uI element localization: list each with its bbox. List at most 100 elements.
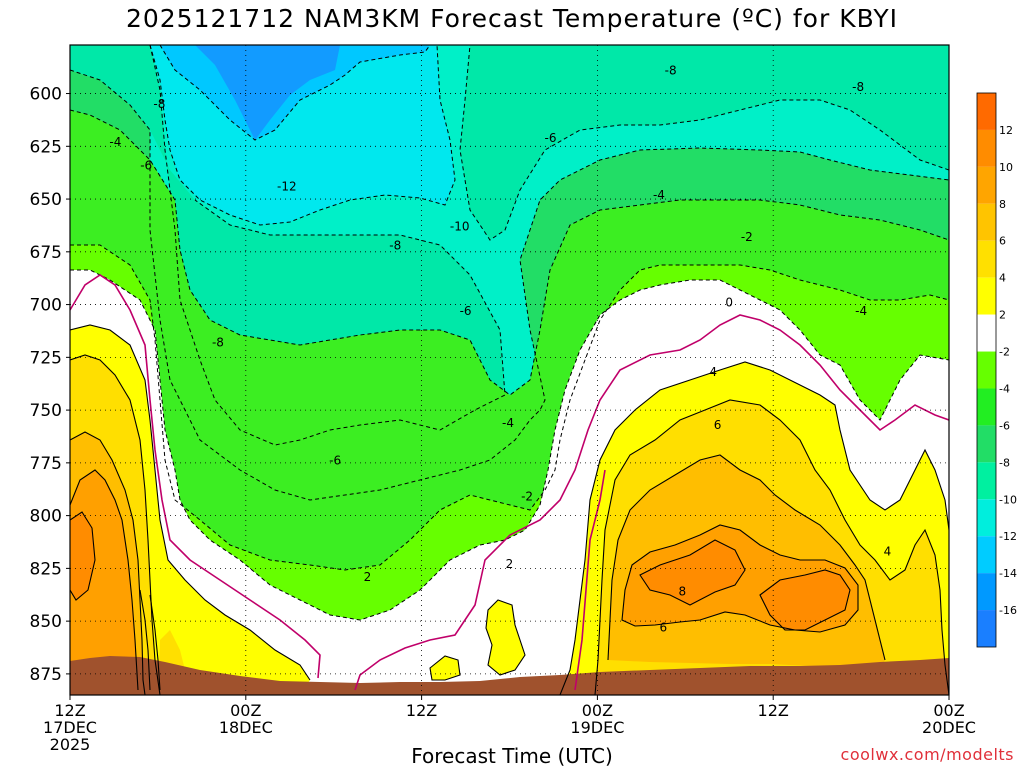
colorbar-label: -16: [999, 604, 1017, 617]
contour-label: -8: [212, 336, 224, 350]
colorbar-swatch: [977, 351, 996, 389]
contour-minus10: [149, 45, 506, 446]
contour-minus8-right: [459, 45, 949, 241]
contour-plus10-left: [70, 511, 96, 601]
x-tick-label: 2025: [50, 735, 91, 754]
contour-label: 6: [660, 620, 668, 634]
colorbar-swatch: [977, 277, 996, 315]
colorbar-swatch: [977, 240, 996, 278]
colorbar-label: -4: [999, 382, 1010, 395]
contour-label: -4: [109, 135, 121, 149]
contour-label: -4: [502, 416, 514, 430]
contour-label: -8: [665, 63, 677, 77]
colorbar-label: -6: [999, 419, 1010, 432]
contour-label: 2: [506, 557, 514, 571]
band-plus10-left: [70, 512, 95, 600]
colorbar-swatch: [977, 610, 996, 647]
contour-plus6-right: [607, 454, 886, 661]
y-tick-label: 875: [30, 665, 62, 685]
contour-plus2-blob1: [485, 599, 526, 676]
y-tick-label: 775: [30, 454, 62, 474]
x-tick-label: 12Z: [406, 701, 437, 720]
colorbar-label: 8: [999, 198, 1006, 211]
contour-plus2-right: [559, 361, 949, 695]
band-plus10-a: [640, 540, 745, 605]
contour-label: -4: [855, 304, 867, 318]
contour-label: 4: [884, 544, 892, 558]
terrain-ground: [70, 656, 949, 695]
y-tick-label: 825: [30, 559, 62, 579]
contour-label: -12: [277, 179, 297, 193]
colorbar-legend: 12 10 8 6 4 2 -2 -4 -6 -8 -10 -12 -14 -16: [976, 92, 1017, 648]
contour-minus6: [70, 109, 949, 396]
contour-label: -6: [545, 131, 557, 145]
y-tick-label: 650: [30, 190, 62, 210]
colorbar-label: -12: [999, 530, 1017, 543]
contour-label: -10: [450, 219, 470, 233]
colorbar-label: 6: [999, 235, 1006, 248]
contour-zero: [70, 274, 321, 679]
y-tick-label: 600: [30, 85, 62, 105]
band-plus10-b: [760, 570, 850, 630]
contour-plus8-left: [70, 469, 139, 691]
contour-minus4: [70, 244, 949, 571]
contour-labels: -8 -8 -8 -4 -6 -6 -12 -4 -10 -2 -8 0 -6 -4 -8 4 -4 6 -6 -2 2…: [109, 63, 892, 634]
y-tick-label: 700: [30, 296, 62, 316]
watermark-link[interactable]: coolwx.com/modelts: [840, 745, 1014, 764]
contour-minus12: [149, 45, 456, 226]
colorbar-label: 12: [999, 124, 1013, 137]
x-tick-label: 17DEC: [43, 718, 97, 737]
x-tick-label: 19DEC: [570, 718, 624, 737]
contour-label: 2: [364, 570, 372, 584]
colorbar-label: -2: [999, 346, 1010, 359]
grid: [70, 45, 949, 695]
contour-plus6-left: [70, 431, 146, 695]
contour-label: 4: [709, 365, 717, 379]
colorbar-swatch: [977, 129, 996, 167]
x-tick-label: 00Z: [933, 701, 964, 720]
contour-plus4-right: [594, 399, 949, 695]
band-minus16: [195, 45, 340, 140]
colorbar-swatch: [977, 573, 996, 611]
colorbar-swatch: [977, 425, 996, 463]
contour-plus4-left: [70, 354, 161, 695]
contour-plus10-a: [639, 539, 746, 606]
colorbar-swatch: [977, 314, 996, 352]
contour-zero-c: [574, 469, 606, 691]
contour-label: -8: [389, 238, 401, 252]
x-axis-title: Forecast Time (UTC): [411, 744, 613, 768]
colorbar-swatch: [977, 203, 996, 241]
x-tick-label: 20DEC: [922, 718, 976, 737]
contour-plus8-right: [621, 524, 859, 633]
contour-minus14: [159, 45, 431, 141]
band-minus8-right: [460, 45, 949, 240]
contour-label: -6: [140, 158, 152, 172]
contour-minus8-left: [70, 69, 949, 501]
colorbar-swatch: [977, 388, 996, 426]
contour-label: -6: [329, 454, 341, 468]
colorbar-swatch: [977, 166, 996, 204]
colorbar-frame: [976, 92, 997, 648]
contour-label: 6: [714, 418, 722, 432]
colorbar-label: 4: [999, 272, 1006, 285]
contour-label: 8: [679, 585, 687, 599]
contour-label: -8: [852, 80, 864, 94]
chart-title: 2025121712 NAM3KM Forecast Temperature (…: [125, 4, 899, 33]
contour-plus2: [70, 324, 311, 681]
contour-label: -6: [460, 304, 472, 318]
colorbar-label: -8: [999, 456, 1010, 469]
y-axis: 600 625 650 675 700 725 750 775 800 825 850 875: [30, 85, 70, 685]
x-tick-label: 00Z: [582, 701, 613, 720]
contour-label: -8: [153, 97, 165, 111]
y-tick-label: 850: [30, 612, 62, 632]
colorbar-label: -14: [999, 567, 1017, 580]
plot-frame: [69, 44, 950, 696]
contour-plus2-blob2: [429, 655, 461, 681]
x-tick-label: 12Z: [54, 701, 85, 720]
y-tick-label: 625: [30, 137, 62, 157]
y-tick-label: 675: [30, 243, 62, 263]
contour-label: -2: [741, 230, 753, 244]
x-tick-label: 00Z: [230, 701, 261, 720]
